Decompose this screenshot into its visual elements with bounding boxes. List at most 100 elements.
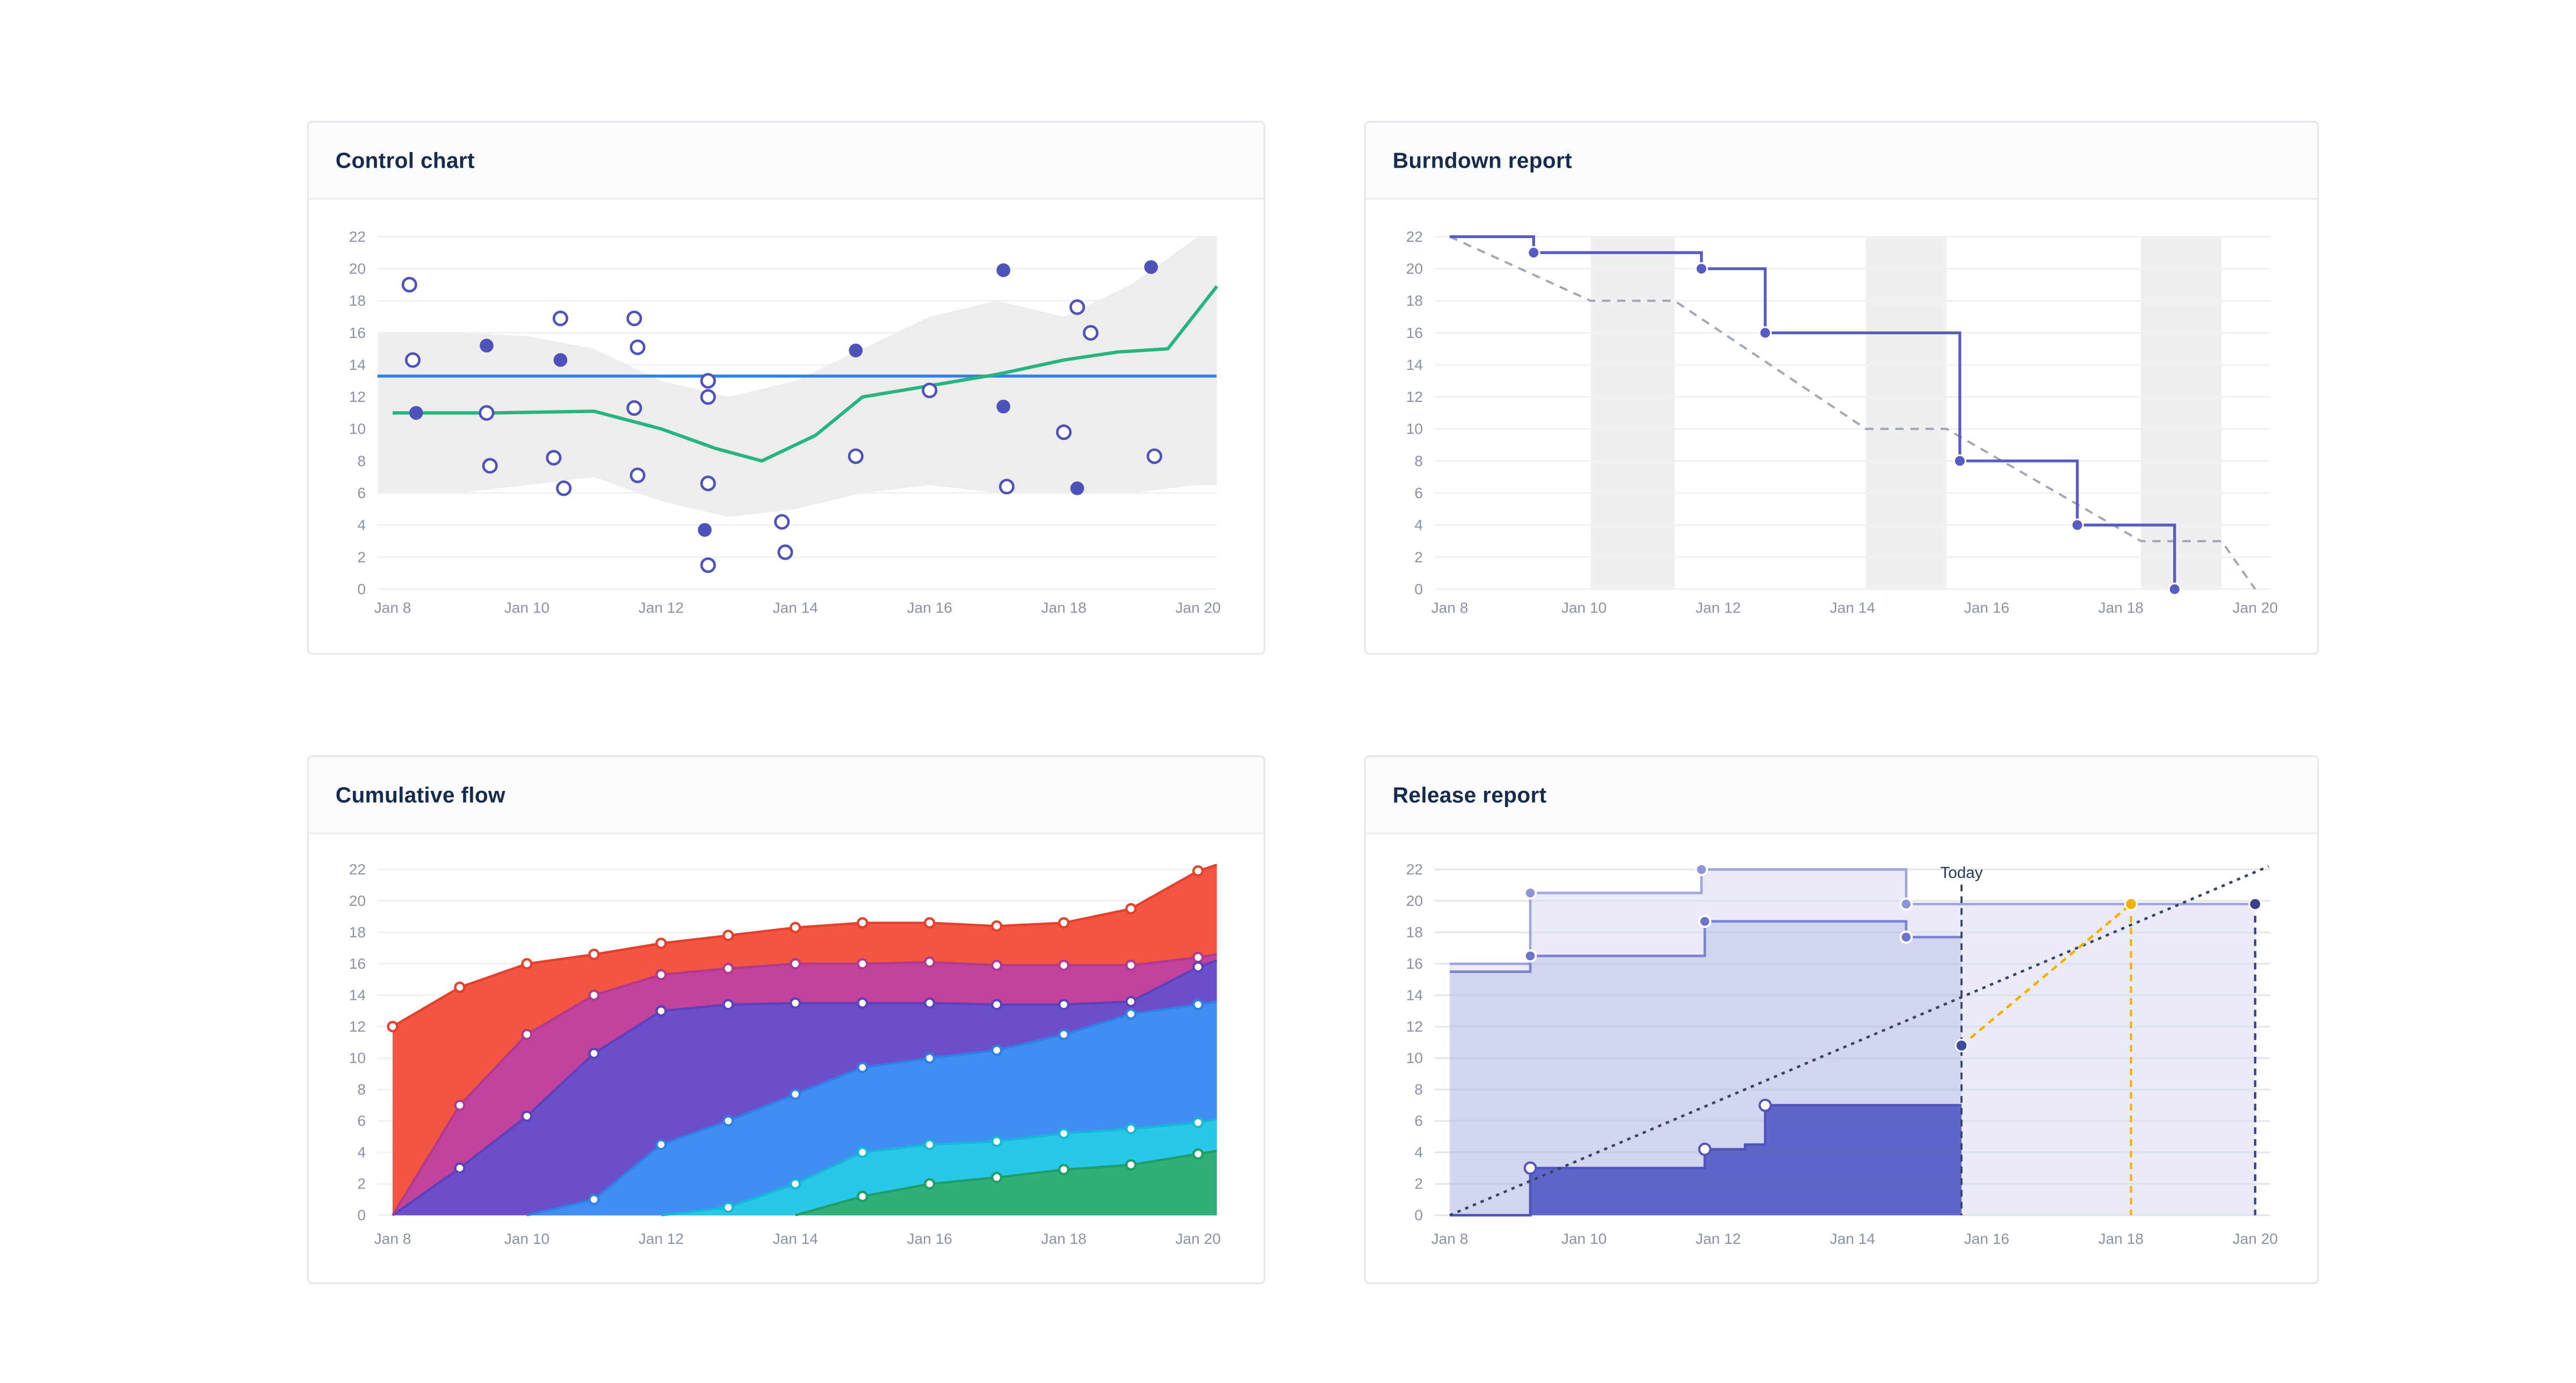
cfd-point[interactable] bbox=[1192, 1117, 1204, 1128]
issue-point-filled[interactable] bbox=[409, 406, 423, 420]
band-point-scope[interactable] bbox=[1523, 886, 1537, 900]
cfd-point[interactable] bbox=[722, 930, 734, 941]
issue-point-open[interactable] bbox=[1083, 325, 1099, 341]
release-point[interactable] bbox=[2248, 897, 2262, 911]
issue-point-open[interactable] bbox=[922, 383, 938, 399]
cfd-point[interactable] bbox=[857, 1062, 869, 1074]
cfd-point[interactable] bbox=[655, 1005, 667, 1017]
cfd-point[interactable] bbox=[1058, 1128, 1070, 1140]
cfd-point[interactable] bbox=[655, 938, 667, 949]
cfd-point[interactable] bbox=[1058, 1028, 1070, 1040]
cfd-point[interactable] bbox=[790, 997, 801, 1009]
cfd-point[interactable] bbox=[924, 1178, 936, 1190]
band-point-done[interactable] bbox=[1698, 1142, 1712, 1156]
cfd-point[interactable] bbox=[1125, 959, 1137, 971]
cfd-point[interactable] bbox=[1192, 865, 1204, 877]
cfd-point[interactable] bbox=[387, 1021, 399, 1033]
band-point-done[interactable] bbox=[1759, 1098, 1772, 1112]
issue-point-open[interactable] bbox=[774, 514, 790, 530]
issue-point-open[interactable] bbox=[700, 389, 716, 405]
cfd-point[interactable] bbox=[722, 999, 734, 1011]
issue-point-open[interactable] bbox=[626, 311, 642, 327]
cfd-point[interactable] bbox=[991, 920, 1003, 932]
cfd-point[interactable] bbox=[790, 921, 801, 933]
cfd-point[interactable] bbox=[991, 1135, 1003, 1147]
issue-point-open[interactable] bbox=[404, 352, 421, 368]
cfd-point[interactable] bbox=[1192, 999, 1204, 1011]
cfd-point[interactable] bbox=[521, 1110, 533, 1122]
issue-point-filled[interactable] bbox=[480, 338, 494, 353]
issue-point-open[interactable] bbox=[401, 277, 417, 293]
cfd-point[interactable] bbox=[1058, 917, 1070, 929]
issue-point-filled[interactable] bbox=[553, 353, 568, 367]
cfd-point[interactable] bbox=[991, 999, 1003, 1011]
issue-point-open[interactable] bbox=[546, 450, 562, 466]
cfd-point[interactable] bbox=[1058, 959, 1070, 971]
cfd-point[interactable] bbox=[790, 1088, 801, 1100]
band-point-done[interactable] bbox=[1523, 1161, 1537, 1175]
issue-point-filled[interactable] bbox=[849, 343, 863, 358]
cfd-point[interactable] bbox=[1125, 903, 1137, 914]
cfd-point[interactable] bbox=[1125, 1159, 1137, 1171]
issue-point-open[interactable] bbox=[626, 400, 642, 416]
cfd-point[interactable] bbox=[924, 1052, 936, 1064]
cfd-point[interactable] bbox=[790, 1178, 801, 1190]
issue-point-open[interactable] bbox=[552, 311, 568, 327]
cfd-point[interactable] bbox=[857, 1147, 869, 1158]
issue-point-filled[interactable] bbox=[996, 399, 1010, 414]
cfd-point[interactable] bbox=[521, 958, 533, 970]
cfd-point[interactable] bbox=[790, 958, 801, 970]
band-point-in-progress[interactable] bbox=[1523, 949, 1537, 963]
issue-point-open[interactable] bbox=[700, 373, 716, 389]
cfd-point[interactable] bbox=[991, 959, 1003, 971]
burndown-point[interactable] bbox=[1759, 326, 1772, 340]
issue-point-open[interactable] bbox=[1146, 448, 1162, 464]
cfd-point[interactable] bbox=[924, 917, 936, 929]
band-point-scope[interactable] bbox=[1899, 897, 1913, 911]
issue-point-open[interactable] bbox=[479, 405, 495, 421]
issue-point-open[interactable] bbox=[848, 448, 864, 464]
cfd-point[interactable] bbox=[1192, 1148, 1204, 1160]
issue-point-filled[interactable] bbox=[698, 523, 712, 537]
cfd-point[interactable] bbox=[1058, 1164, 1070, 1176]
cfd-point[interactable] bbox=[1192, 952, 1204, 963]
band-point-in-progress[interactable] bbox=[1899, 930, 1913, 944]
issue-point-open[interactable] bbox=[1069, 299, 1086, 315]
band-point-in-progress[interactable] bbox=[1698, 914, 1712, 928]
projection-point[interactable] bbox=[2124, 897, 2138, 911]
issue-point-filled[interactable] bbox=[1070, 481, 1084, 495]
cfd-point[interactable] bbox=[454, 981, 466, 993]
issue-point-open[interactable] bbox=[777, 544, 793, 560]
cfd-point[interactable] bbox=[857, 1191, 869, 1202]
cfd-point[interactable] bbox=[857, 917, 869, 929]
burndown-point[interactable] bbox=[1695, 262, 1708, 276]
cfd-point[interactable] bbox=[857, 997, 869, 1009]
cfd-point[interactable] bbox=[521, 1028, 533, 1040]
cfd-point[interactable] bbox=[588, 1193, 600, 1206]
cfd-point[interactable] bbox=[924, 1139, 936, 1150]
issue-point-open[interactable] bbox=[629, 467, 646, 484]
cfd-point[interactable] bbox=[857, 958, 869, 970]
issue-point-open[interactable] bbox=[700, 557, 716, 573]
cfd-point[interactable] bbox=[454, 1162, 466, 1174]
cfd-point[interactable] bbox=[588, 989, 600, 1001]
cfd-point[interactable] bbox=[722, 1115, 734, 1127]
issue-point-filled[interactable] bbox=[996, 263, 1010, 277]
cfd-point[interactable] bbox=[722, 962, 734, 975]
cfd-point[interactable] bbox=[1192, 961, 1204, 973]
cfd-point[interactable] bbox=[588, 1048, 600, 1060]
issue-point-open[interactable] bbox=[482, 458, 498, 474]
burndown-point[interactable] bbox=[2168, 582, 2181, 596]
issue-point-open[interactable] bbox=[629, 339, 646, 355]
trend-today-point[interactable] bbox=[1955, 1039, 1969, 1053]
cfd-point[interactable] bbox=[991, 1171, 1003, 1184]
cfd-point[interactable] bbox=[1125, 1123, 1137, 1135]
issue-point-open[interactable] bbox=[700, 476, 716, 492]
cfd-point[interactable] bbox=[454, 1099, 466, 1111]
cfd-point[interactable] bbox=[655, 969, 667, 981]
cfd-point[interactable] bbox=[924, 956, 936, 968]
cfd-point[interactable] bbox=[991, 1045, 1003, 1056]
issue-point-filled[interactable] bbox=[1144, 260, 1158, 274]
cfd-point[interactable] bbox=[588, 948, 600, 960]
cfd-point[interactable] bbox=[1125, 996, 1137, 1007]
